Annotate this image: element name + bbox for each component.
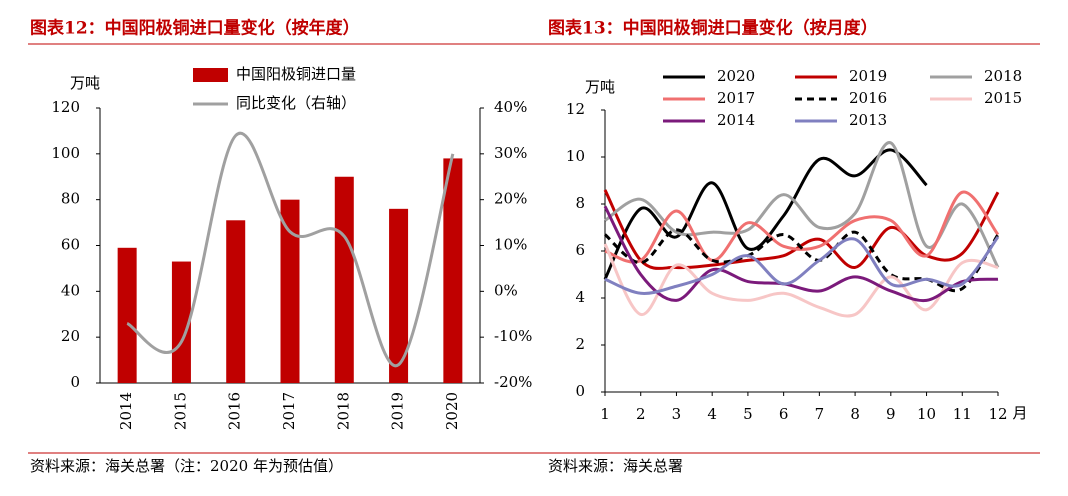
x-axis-label: 月 bbox=[1012, 404, 1027, 422]
line-series bbox=[603, 148, 928, 280]
line-series bbox=[604, 190, 1000, 264]
y2-tick-label: -10% bbox=[494, 327, 532, 345]
x-tick-label: 1 bbox=[600, 405, 610, 423]
y-axis-label: 万吨 bbox=[585, 78, 615, 96]
bar bbox=[389, 208, 409, 383]
y-tick-label: 6 bbox=[575, 241, 585, 259]
x-tick-label: 2018 bbox=[334, 392, 352, 430]
y2-tick-label: 30% bbox=[494, 144, 527, 162]
y-tick-label: 2 bbox=[575, 335, 585, 353]
source: 资料来源：海关总署 bbox=[548, 457, 683, 475]
legend-label: 2016 bbox=[849, 89, 887, 107]
bar bbox=[280, 199, 300, 383]
bar bbox=[117, 247, 137, 383]
x-tick-label: 9 bbox=[886, 405, 896, 423]
x-tick-label: 12 bbox=[988, 405, 1007, 423]
legend-label: 中国阳极铜进口量 bbox=[236, 65, 356, 83]
y-tick-label: 10 bbox=[566, 147, 585, 165]
bar bbox=[334, 176, 354, 383]
legend-label: 2013 bbox=[849, 111, 887, 129]
legend-label: 2017 bbox=[717, 89, 755, 107]
legend-label: 2019 bbox=[849, 67, 887, 85]
y-tick-label: 120 bbox=[51, 98, 80, 116]
y2-tick-label: 20% bbox=[494, 190, 527, 208]
bar bbox=[443, 158, 463, 383]
bar bbox=[226, 220, 246, 383]
x-tick-label: 2014 bbox=[117, 392, 135, 430]
legend-label: 同比变化（右轴） bbox=[236, 94, 356, 112]
y2-tick-label: -20% bbox=[494, 373, 532, 391]
x-tick-label: 2016 bbox=[226, 392, 244, 430]
y-tick-label: 0 bbox=[70, 373, 80, 391]
y-tick-label: 8 bbox=[575, 194, 585, 212]
y-tick-label: 60 bbox=[61, 236, 80, 254]
legend-label: 2014 bbox=[717, 111, 755, 129]
bar bbox=[171, 261, 191, 383]
y2-tick-label: 0% bbox=[494, 281, 518, 299]
y-tick-label: 4 bbox=[575, 288, 585, 306]
legend-swatch bbox=[193, 68, 228, 82]
line-series bbox=[603, 189, 1000, 270]
x-tick-label: 11 bbox=[953, 405, 972, 423]
x-tick-label: 3 bbox=[672, 405, 682, 423]
legend-label: 2015 bbox=[984, 89, 1022, 107]
x-tick-label: 2015 bbox=[171, 392, 189, 430]
line-series bbox=[603, 205, 999, 303]
y2-tick-label: 40% bbox=[494, 98, 527, 116]
y-tick-label: 20 bbox=[61, 327, 80, 345]
chart-title: 图表12：中国阳极铜进口量变化（按年度） bbox=[30, 18, 360, 39]
legend-label: 2020 bbox=[717, 67, 755, 85]
x-tick-label: 2017 bbox=[280, 392, 298, 430]
x-tick-label: 2019 bbox=[389, 392, 407, 430]
x-tick-label: 7 bbox=[815, 405, 825, 423]
y-axis-label: 万吨 bbox=[70, 74, 100, 92]
y-tick-label: 100 bbox=[51, 144, 80, 162]
line-series bbox=[604, 235, 1000, 295]
x-tick-label: 8 bbox=[850, 405, 860, 423]
x-tick-label: 2 bbox=[636, 405, 646, 423]
y2-tick-label: 10% bbox=[494, 236, 527, 254]
y-tick-label: 40 bbox=[61, 281, 80, 299]
line-series bbox=[603, 243, 999, 318]
y-tick-label: 12 bbox=[566, 100, 585, 118]
x-tick-label: 5 bbox=[743, 405, 753, 423]
legend-label: 2018 bbox=[984, 67, 1022, 85]
x-tick-label: 2020 bbox=[443, 392, 461, 430]
x-tick-label: 10 bbox=[917, 405, 936, 423]
x-tick-label: 4 bbox=[707, 405, 717, 423]
line-series bbox=[126, 131, 455, 368]
source: 资料来源：海关总署（注：2020 年为预估值） bbox=[30, 457, 343, 475]
chart-title: 图表13：中国阳极铜进口量变化（按月度） bbox=[548, 18, 878, 39]
y-tick-label: 0 bbox=[575, 382, 585, 400]
y-tick-label: 80 bbox=[61, 190, 80, 208]
x-tick-label: 6 bbox=[779, 405, 789, 423]
